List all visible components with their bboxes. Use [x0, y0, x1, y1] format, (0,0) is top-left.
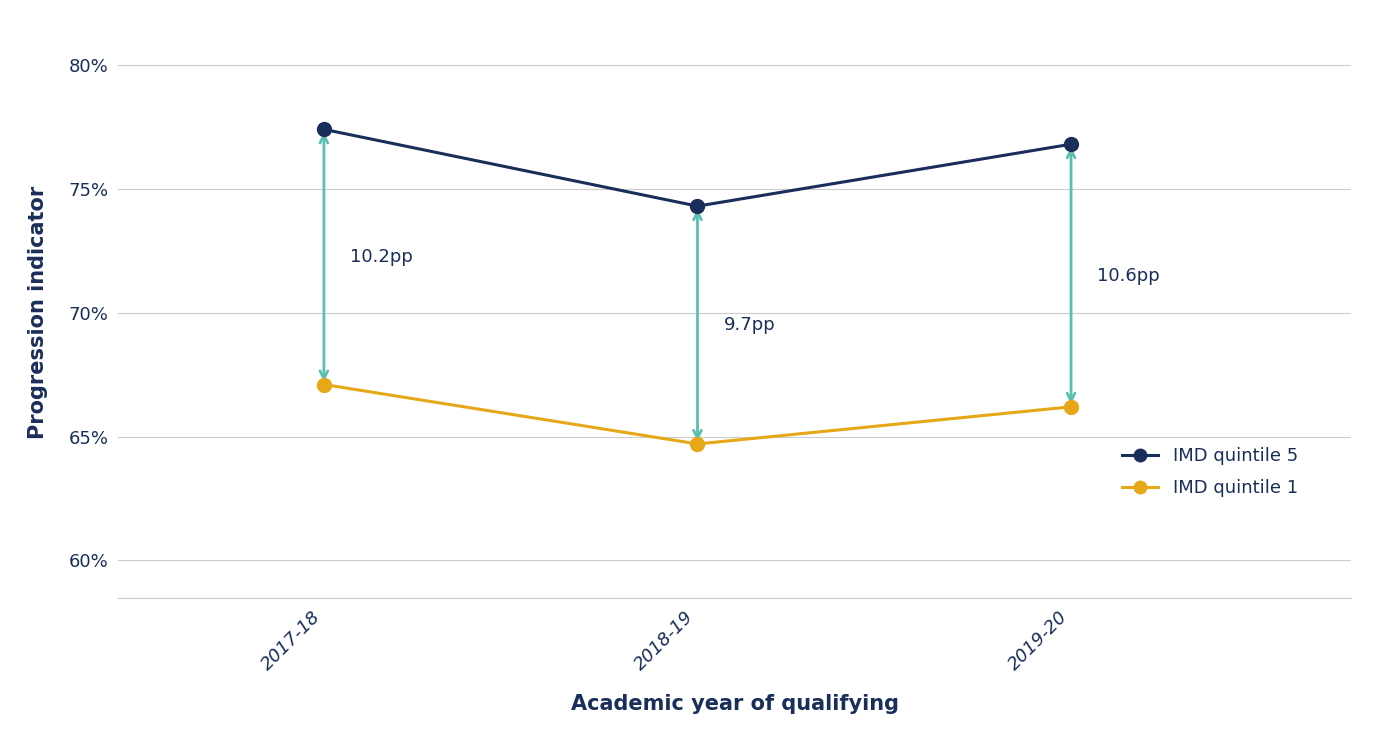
Legend: IMD quintile 5, IMD quintile 1: IMD quintile 5, IMD quintile 1: [1116, 440, 1305, 505]
Text: 10.6pp: 10.6pp: [1098, 266, 1160, 284]
Line: IMD quintile 1: IMD quintile 1: [317, 378, 1078, 451]
IMD quintile 1: [690, 439, 706, 448]
X-axis label: Academic year of qualifying: Academic year of qualifying: [571, 695, 899, 715]
Text: 10.2pp: 10.2pp: [350, 248, 412, 266]
IMD quintile 5: [690, 202, 706, 211]
Y-axis label: Progression indicator: Progression indicator: [28, 186, 48, 439]
IMD quintile 1: [1063, 402, 1080, 411]
Line: IMD quintile 5: IMD quintile 5: [317, 122, 1078, 213]
Text: 9.7pp: 9.7pp: [724, 316, 775, 334]
IMD quintile 5: [1063, 139, 1080, 148]
IMD quintile 1: [316, 380, 332, 389]
IMD quintile 5: [316, 125, 332, 134]
